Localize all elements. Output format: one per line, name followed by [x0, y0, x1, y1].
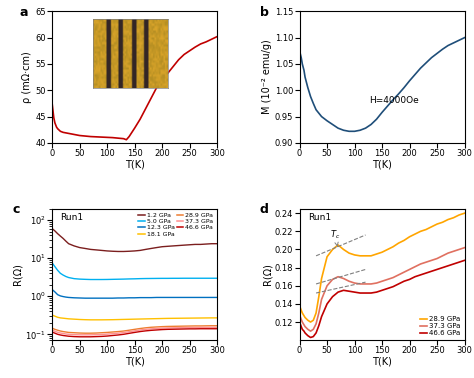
- Legend: 1.2 GPa, 5.0 GPa, 12.3 GPa, 18.1 GPa, 28.9 GPa, 37.3 GPa, 46.6 GPa: 1.2 GPa, 5.0 GPa, 12.3 GPa, 18.1 GPa, 28…: [138, 212, 214, 237]
- Y-axis label: R(Ω): R(Ω): [262, 263, 272, 285]
- Y-axis label: R(Ω): R(Ω): [12, 263, 22, 285]
- X-axis label: T(K): T(K): [372, 357, 392, 367]
- Text: Run1: Run1: [308, 214, 331, 223]
- X-axis label: T(K): T(K): [372, 160, 392, 169]
- Legend: 28.9 GPa, 37.3 GPa, 46.6 GPa: 28.9 GPa, 37.3 GPa, 46.6 GPa: [419, 315, 461, 337]
- Text: b: b: [260, 6, 269, 19]
- X-axis label: T(K): T(K): [125, 160, 145, 169]
- Text: c: c: [12, 203, 20, 216]
- Text: $T_c$: $T_c$: [330, 229, 340, 247]
- Text: Run1: Run1: [60, 214, 83, 223]
- X-axis label: T(K): T(K): [125, 357, 145, 367]
- Text: d: d: [260, 203, 269, 216]
- Y-axis label: ρ (mΩ·cm): ρ (mΩ·cm): [22, 51, 33, 103]
- Y-axis label: M (10⁻² emu/g): M (10⁻² emu/g): [262, 40, 272, 115]
- Text: a: a: [19, 6, 27, 19]
- Text: H=4000Oe: H=4000Oe: [369, 96, 419, 105]
